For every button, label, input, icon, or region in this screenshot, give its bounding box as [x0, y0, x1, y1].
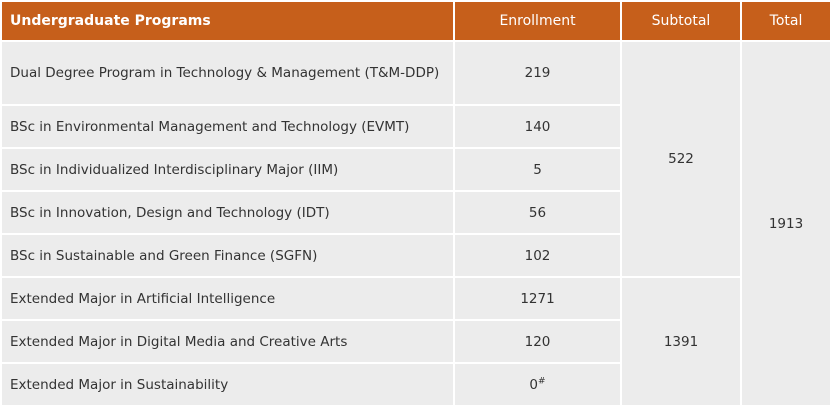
table-row: BSc in Sustainable and Green Finance (SG… [0, 233, 830, 278]
header-total: Total [740, 0, 830, 42]
table-row: BSc in Individualized Interdisciplinary … [0, 147, 830, 192]
program-name: Extended Major in Digital Media and Crea… [0, 319, 455, 364]
program-name: Dual Degree Program in Technology & Mana… [0, 40, 455, 106]
table-header-row: Undergraduate Programs Enrollment Subtot… [0, 0, 830, 42]
table-row: Extended Major in Sustainability 0# [0, 362, 830, 407]
subtotal-value: 522 [620, 40, 742, 278]
header-programs: Undergraduate Programs [0, 0, 455, 42]
total-value: 1913 [740, 40, 830, 407]
table-row: BSc in Innovation, Design and Technology… [0, 190, 830, 235]
enrollment-value: 1271 [453, 276, 622, 321]
enrollment-value: 56 [453, 190, 622, 235]
program-name: Extended Major in Artificial Intelligenc… [0, 276, 455, 321]
footnote-mark: # [538, 376, 546, 386]
enrollment-value: 5 [453, 147, 622, 192]
program-name: BSc in Environmental Management and Tech… [0, 104, 455, 149]
program-name: BSc in Innovation, Design and Technology… [0, 190, 455, 235]
enrollment-value: 219 [453, 40, 622, 106]
header-enrollment: Enrollment [453, 0, 622, 42]
subtotal-value: 1391 [620, 276, 742, 407]
enrollment-number: 0 [529, 376, 539, 393]
table-row: BSc in Environmental Management and Tech… [0, 104, 830, 149]
enrollment-value: 120 [453, 319, 622, 364]
enrollment-value: 102 [453, 233, 622, 278]
enrollment-value: 140 [453, 104, 622, 149]
program-name: BSc in Sustainable and Green Finance (SG… [0, 233, 455, 278]
table-row: Extended Major in Digital Media and Crea… [0, 319, 830, 364]
header-subtotal: Subtotal [620, 0, 742, 42]
table-row: Dual Degree Program in Technology & Mana… [0, 40, 830, 407]
program-name: BSc in Individualized Interdisciplinary … [0, 147, 455, 192]
program-name: Extended Major in Sustainability [0, 362, 455, 407]
enrollment-value: 0# [453, 362, 622, 407]
table-row: Extended Major in Artificial Intelligenc… [0, 276, 830, 407]
